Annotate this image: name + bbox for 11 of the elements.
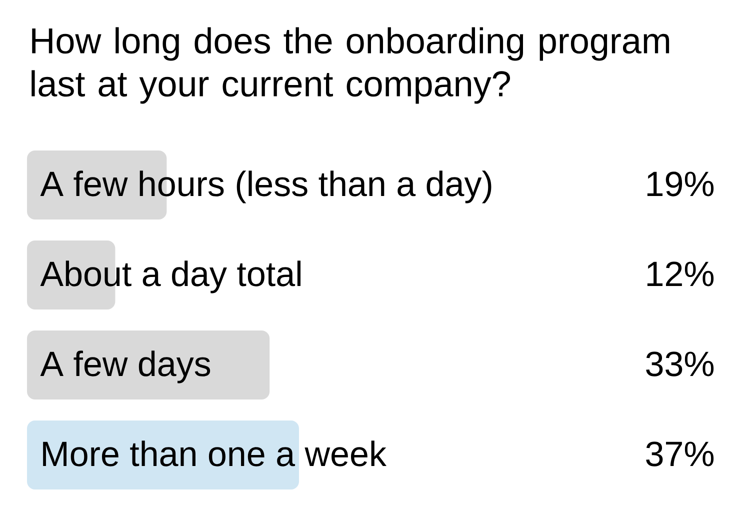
bar — [27, 420, 300, 490]
y-tick-label: More than one a week — [43, 440, 387, 466]
data-label: 37% — [646, 442, 714, 466]
bar — [27, 330, 270, 400]
y-tick-label: A few days — [40, 350, 210, 384]
chart-title: How long does the onboarding program last at your current company? — [32, 27, 670, 104]
y-tick-label: About a day total — [40, 260, 301, 294]
data-label: 19% — [647, 172, 714, 196]
y-tick-label: A few hours (less than a day) — [40, 170, 492, 204]
data-label: 12% — [647, 262, 714, 286]
data-label: 33% — [646, 352, 714, 376]
